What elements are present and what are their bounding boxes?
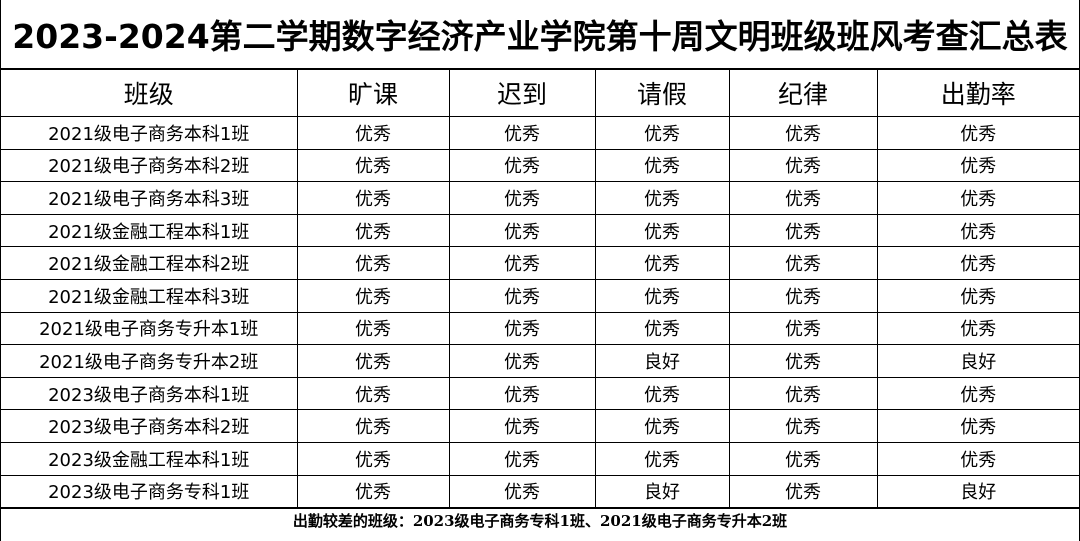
class-name-cell: 2021级金融工程本科1班 xyxy=(1,213,298,248)
table-row: 2021级电子商务本科1班 优秀 优秀 优秀 优秀 优秀 xyxy=(1,116,1079,150)
table-row: 2021级金融工程本科3班 优秀 优秀 优秀 优秀 优秀 xyxy=(1,278,1079,313)
truancy-cell: 优秀 xyxy=(296,409,450,443)
discipline-cell: 优秀 xyxy=(728,116,878,150)
late-cell: 优秀 xyxy=(448,116,596,150)
truancy-cell: 优秀 xyxy=(296,474,450,509)
leave-cell: 优秀 xyxy=(594,213,730,248)
class-name-cell: 2021级电子商务本科2班 xyxy=(1,148,298,183)
late-cell: 优秀 xyxy=(448,376,596,411)
leave-cell: 优秀 xyxy=(594,311,730,346)
truancy-cell: 优秀 xyxy=(296,148,450,183)
class-name-cell: 2021级金融工程本科2班 xyxy=(1,246,298,280)
attendance-cell: 优秀 xyxy=(876,181,1079,215)
leave-cell: 优秀 xyxy=(594,181,730,215)
truancy-cell: 优秀 xyxy=(296,213,450,248)
table-row: 2023级金融工程本科1班 优秀 优秀 优秀 优秀 优秀 xyxy=(1,441,1079,476)
leave-cell: 优秀 xyxy=(594,409,730,443)
truancy-cell: 优秀 xyxy=(296,344,450,378)
table-row: 2023级电子商务本科2班 优秀 优秀 优秀 优秀 优秀 xyxy=(1,409,1079,443)
late-cell: 优秀 xyxy=(448,409,596,443)
table-row: 2021级金融工程本科2班 优秀 优秀 优秀 优秀 优秀 xyxy=(1,246,1079,280)
leave-cell: 优秀 xyxy=(594,376,730,411)
discipline-cell: 优秀 xyxy=(728,474,878,509)
attendance-cell: 优秀 xyxy=(876,376,1079,411)
class-name-cell: 2021级电子商务本科3班 xyxy=(1,181,298,215)
header-attendance: 出勤率 xyxy=(876,69,1079,117)
header-leave: 请假 xyxy=(594,69,730,117)
leave-cell: 优秀 xyxy=(594,441,730,476)
discipline-cell: 优秀 xyxy=(728,278,878,313)
late-cell: 优秀 xyxy=(448,278,596,313)
truancy-cell: 优秀 xyxy=(296,116,450,150)
table-row: 2021级金融工程本科1班 优秀 优秀 优秀 优秀 优秀 xyxy=(1,213,1079,248)
discipline-cell: 优秀 xyxy=(728,409,878,443)
class-name-cell: 2021级电子商务专升本2班 xyxy=(1,344,298,378)
header-row: 班级 旷课 迟到 请假 纪律 出勤率 xyxy=(1,69,1079,117)
attendance-cell: 优秀 xyxy=(876,246,1079,280)
truancy-cell: 优秀 xyxy=(296,311,450,346)
late-cell: 优秀 xyxy=(448,441,596,476)
class-name-cell: 2021级电子商务本科1班 xyxy=(1,116,298,150)
attendance-cell: 良好 xyxy=(876,474,1079,509)
discipline-cell: 优秀 xyxy=(728,344,878,378)
discipline-cell: 优秀 xyxy=(728,148,878,183)
header-discipline: 纪律 xyxy=(728,69,878,117)
late-cell: 优秀 xyxy=(448,246,596,280)
attendance-cell: 良好 xyxy=(876,344,1079,378)
leave-cell: 优秀 xyxy=(594,246,730,280)
class-name-cell: 2023级电子商务本科2班 xyxy=(1,409,298,443)
late-cell: 优秀 xyxy=(448,181,596,215)
late-cell: 优秀 xyxy=(448,148,596,183)
attendance-cell: 优秀 xyxy=(876,116,1079,150)
header-class: 班级 xyxy=(1,69,298,117)
class-evaluation-table: 班级 旷课 迟到 请假 纪律 出勤率 2021级电子商务本科1班 优秀 优秀 优… xyxy=(1,69,1079,509)
leave-cell: 优秀 xyxy=(594,148,730,183)
class-name-cell: 2023级电子商务专科1班 xyxy=(1,474,298,509)
table-row: 2021级电子商务专升本1班 优秀 优秀 优秀 优秀 优秀 xyxy=(1,311,1079,346)
attendance-cell: 优秀 xyxy=(876,441,1079,476)
class-name-cell: 2021级电子商务专升本1班 xyxy=(1,311,298,346)
table-row: 2021级电子商务本科2班 优秀 优秀 优秀 优秀 优秀 xyxy=(1,148,1079,183)
class-name-cell: 2023级金融工程本科1班 xyxy=(1,441,298,476)
discipline-cell: 优秀 xyxy=(728,181,878,215)
truancy-cell: 优秀 xyxy=(296,441,450,476)
discipline-cell: 优秀 xyxy=(728,213,878,248)
table-row: 2023级电子商务本科1班 优秀 优秀 优秀 优秀 优秀 xyxy=(1,376,1079,411)
table-row: 2021级电子商务本科3班 优秀 优秀 优秀 优秀 优秀 xyxy=(1,181,1079,215)
truancy-cell: 优秀 xyxy=(296,181,450,215)
discipline-cell: 优秀 xyxy=(728,311,878,346)
sheet-title: 2023-2024第二学期数字经济产业学院第十周文明班级班风考查汇总表 xyxy=(1,0,1079,69)
table-row: 2021级电子商务专升本2班 优秀 优秀 良好 优秀 良好 xyxy=(1,344,1079,378)
leave-cell: 良好 xyxy=(594,344,730,378)
header-truancy: 旷课 xyxy=(296,69,450,117)
truancy-cell: 优秀 xyxy=(296,246,450,280)
leave-cell: 优秀 xyxy=(594,278,730,313)
late-cell: 优秀 xyxy=(448,344,596,378)
attendance-cell: 优秀 xyxy=(876,148,1079,183)
discipline-cell: 优秀 xyxy=(728,441,878,476)
leave-cell: 优秀 xyxy=(594,116,730,150)
poor-attendance-note: 出勤较差的班级：2023级电子商务专科1班、2021级电子商务专升本2班 xyxy=(1,508,1079,532)
attendance-cell: 优秀 xyxy=(876,409,1079,443)
class-name-cell: 2023级电子商务本科1班 xyxy=(1,376,298,411)
leave-cell: 良好 xyxy=(594,474,730,509)
class-name-cell: 2021级金融工程本科3班 xyxy=(1,278,298,313)
late-cell: 优秀 xyxy=(448,474,596,509)
truancy-cell: 优秀 xyxy=(296,278,450,313)
discipline-cell: 优秀 xyxy=(728,376,878,411)
discipline-cell: 优秀 xyxy=(728,246,878,280)
late-cell: 优秀 xyxy=(448,311,596,346)
header-late: 迟到 xyxy=(448,69,596,117)
attendance-cell: 优秀 xyxy=(876,278,1079,313)
table-row: 2023级电子商务专科1班 优秀 优秀 良好 优秀 良好 xyxy=(1,474,1079,509)
late-cell: 优秀 xyxy=(448,213,596,248)
truancy-cell: 优秀 xyxy=(296,376,450,411)
attendance-cell: 优秀 xyxy=(876,311,1079,346)
attendance-cell: 优秀 xyxy=(876,213,1079,248)
